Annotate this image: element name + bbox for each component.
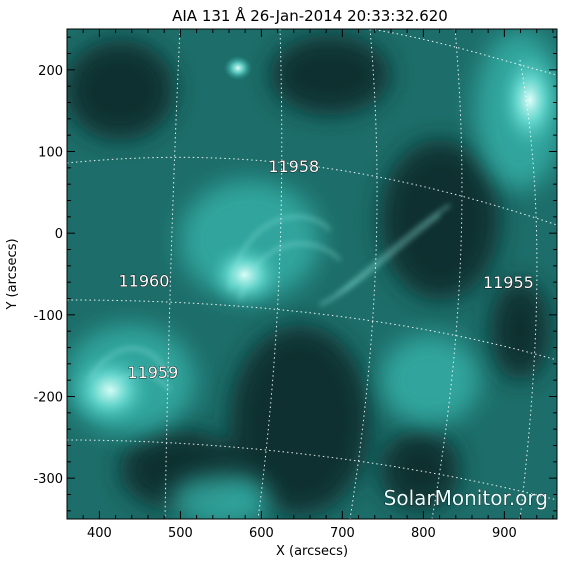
x-axis: 400 500 600 700 800 900: [82, 29, 554, 541]
y-tick-label: -300: [33, 472, 63, 487]
x-tick-label: 500: [168, 526, 193, 541]
y-tick-label: 200: [38, 64, 63, 79]
watermark: SolarMonitor.org: [384, 486, 548, 510]
plot-title: AIA 131 Å 26-Jan-2014 20:33:32.620: [172, 6, 448, 25]
y-tick-label: -200: [33, 391, 63, 406]
plot-frame: [66, 28, 558, 520]
x-tick-label: 700: [330, 526, 355, 541]
y-tick-label: 100: [38, 146, 63, 161]
y-tick-label: 0: [55, 227, 63, 242]
x-tick-label: 800: [411, 526, 436, 541]
y-axis-label: Y (arcsecs): [5, 238, 20, 310]
region-label: 11960: [118, 272, 169, 291]
x-tick-label: 400: [87, 526, 112, 541]
region-label: 11958: [268, 157, 319, 176]
y-tick-label: -100: [33, 309, 63, 324]
active-region-labels: 11958 11960 11955 11959: [118, 157, 534, 383]
x-tick-label: 600: [249, 526, 274, 541]
x-tick-label: 900: [492, 526, 517, 541]
x-axis-label: X (arcsecs): [276, 544, 348, 559]
region-label: 11959: [127, 363, 178, 382]
heliographic-grid: [67, 29, 557, 519]
y-axis: 200 100 0 -100 -200 -300: [33, 36, 557, 512]
region-label: 11955: [483, 273, 534, 292]
euv-image: 11958 11960 11955 11959 SolarMonitor.org: [67, 29, 557, 519]
